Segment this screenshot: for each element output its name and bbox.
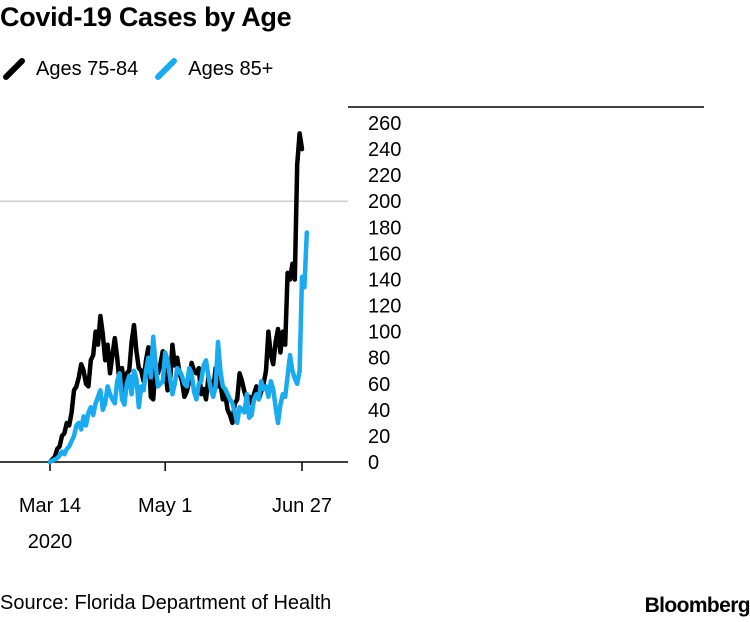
legend: Ages 75-84 Ages 85+ xyxy=(2,52,289,86)
y-tick-label-60: 60 xyxy=(368,374,390,396)
x-tick-label-0: Mar 14 xyxy=(19,495,81,517)
y-tick-label-120: 120 xyxy=(368,296,401,318)
y-tick-label-20: 20 xyxy=(368,426,390,448)
x-year-label: 2020 xyxy=(28,531,73,553)
legend-item-ages-85-plus: Ages 85+ xyxy=(154,57,273,81)
series-layer xyxy=(47,131,310,465)
y-tick-label-220: 220 xyxy=(368,165,401,187)
y-tick-label-200: 200 xyxy=(368,191,401,213)
y-tick-label-140: 140 xyxy=(368,269,401,291)
legend-swatch-ages-75-84 xyxy=(3,58,25,80)
legend-label-ages-85-plus: Ages 85+ xyxy=(188,57,274,80)
legend-item-ages-75-84: Ages 75-84 xyxy=(2,57,138,81)
source-note: Source: Florida Department of Health xyxy=(0,592,332,614)
bloomberg-logo: Bloomberg xyxy=(644,594,750,617)
y-tick-label-180: 180 xyxy=(368,217,401,239)
x-tick-label-2: Jun 27 xyxy=(272,495,332,517)
legend-label-ages-75-84: Ages 75-84 xyxy=(36,57,139,80)
y-tick-label-40: 40 xyxy=(368,400,390,422)
y-tick-label-80: 80 xyxy=(368,348,390,370)
chart-title: Covid-19 Cases by Age xyxy=(0,2,292,32)
x-axis: Mar 14 May 1 Jun 27 2020 xyxy=(19,462,332,553)
y-tick-label-160: 160 xyxy=(368,243,401,265)
x-tick-label-1: May 1 xyxy=(138,495,192,517)
y-tick-label-0: 0 xyxy=(368,452,379,474)
y-tick-label-240: 240 xyxy=(368,139,401,161)
y-tick-label-260: 260 xyxy=(368,113,401,135)
legend-swatch-ages-85-plus xyxy=(155,58,178,80)
series-line-ages-85-plus xyxy=(47,230,310,465)
y-tick-label-100: 100 xyxy=(368,322,401,344)
